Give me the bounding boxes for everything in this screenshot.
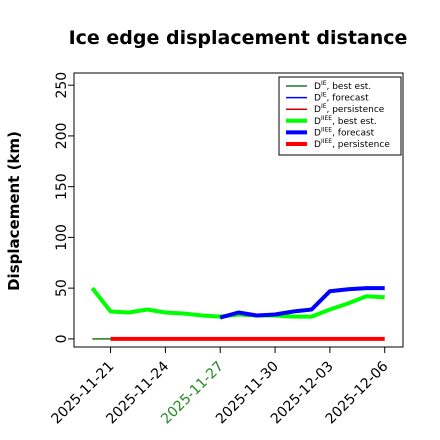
series-line (219, 286, 385, 320)
y-tick-label: 250 (54, 72, 70, 99)
legend-entry: DIE, forecast (314, 92, 369, 104)
y-tick-label: 0 (54, 334, 70, 343)
y-tick-label: 50 (54, 279, 70, 297)
legend-entry: DIIEE, persistence (314, 138, 390, 150)
chart-title: Ice edge displacement distance (69, 27, 408, 49)
legend-entry: DIIEE, forecast (314, 126, 375, 138)
legend-entry: DIIEE, best est. (314, 115, 377, 127)
y-tick-label: 200 (54, 123, 70, 150)
legend-entry: DIE, best est. (314, 80, 371, 92)
x-axis: 2025-11-212025-11-242025-11-272025-11-30… (49, 347, 392, 427)
legend-entry: DIE, persistence (314, 103, 385, 115)
plot-frame (73, 72, 404, 348)
legend-box (278, 76, 402, 156)
y-axis-label: Displacement (km) (5, 131, 23, 291)
y-tick-label: 150 (54, 173, 70, 200)
series-layer (90, 286, 385, 341)
y-tick-label: 100 (54, 224, 70, 251)
y-axis: 0 50 100 150 200 250 (54, 72, 74, 343)
